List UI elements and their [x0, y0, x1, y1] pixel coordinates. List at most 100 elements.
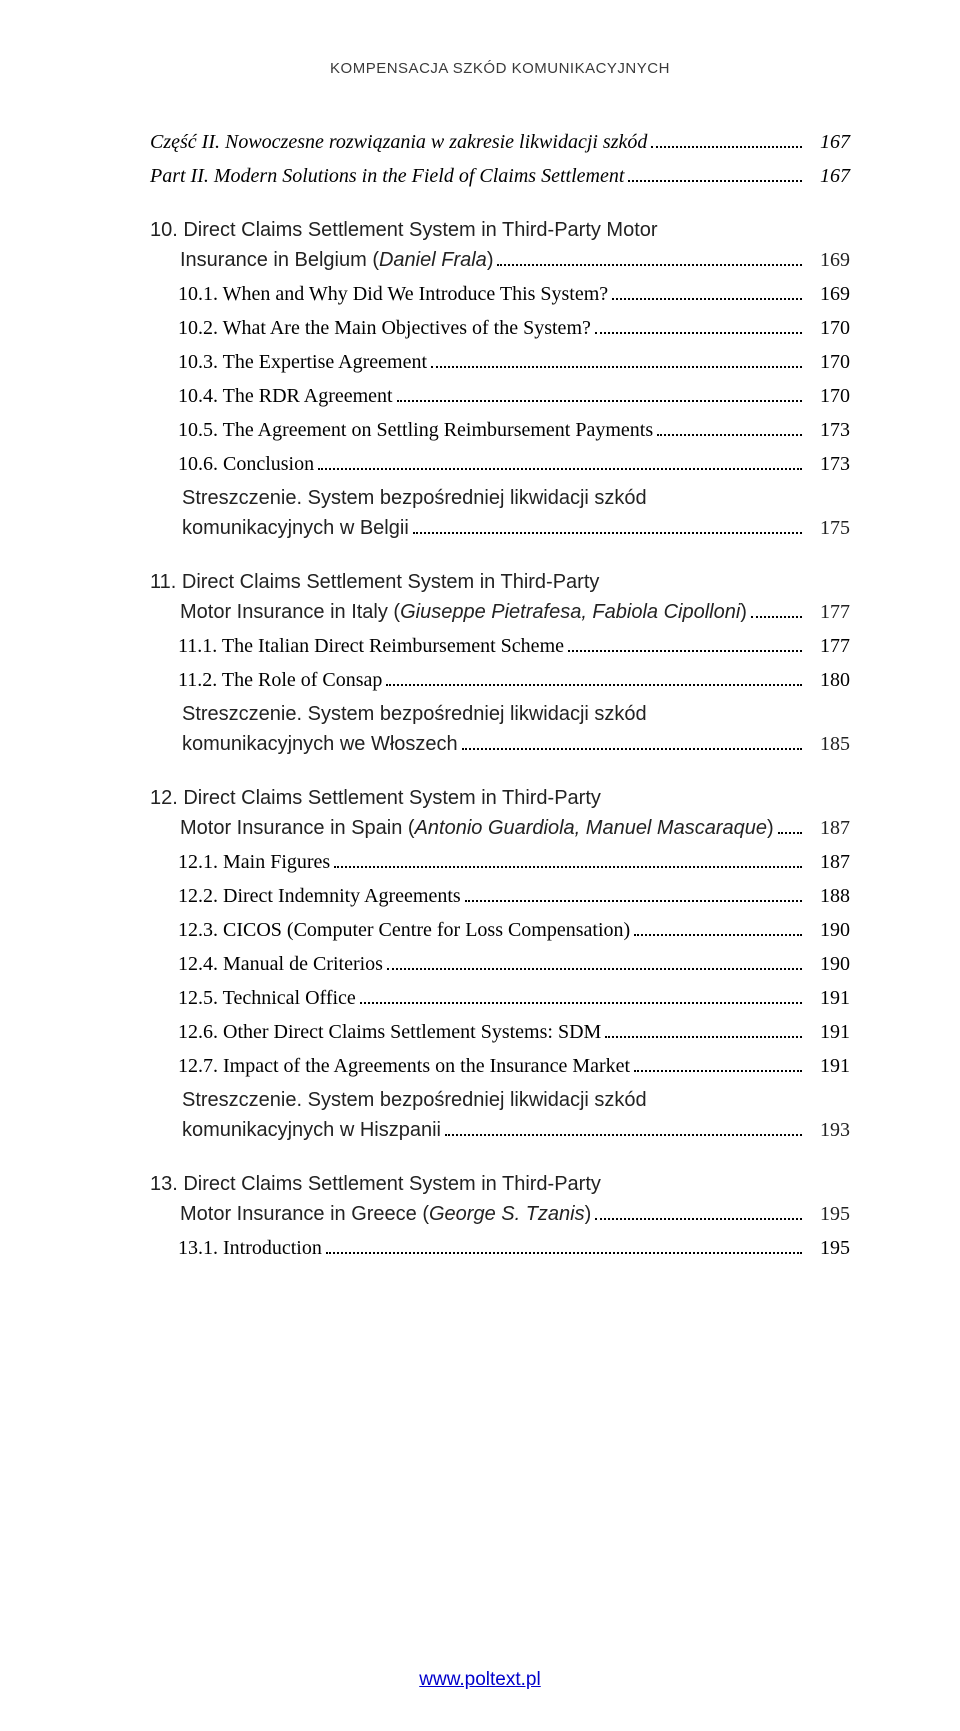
toc-sub-page: 191 [808, 1051, 850, 1081]
toc-sub-12-4: 12.4. Manual de Criterios 190 [150, 949, 850, 979]
toc-sub-page: 173 [808, 449, 850, 479]
toc-sub-label: 10.3. The Expertise Agreement [178, 347, 427, 377]
toc-sub-10-3: 10.3. The Expertise Agreement 170 [150, 347, 850, 377]
toc-sub-12-2: 12.2. Direct Indemnity Agreements188 [150, 881, 850, 911]
toc-sub-page: 190 [808, 949, 850, 979]
page: KOMPENSACJA SZKÓD KOMUNIKACYJNYCH Część … [0, 0, 960, 1731]
toc-sub-label: 10.2. What Are the Main Objectives of th… [178, 313, 591, 343]
part-title-pl-page: 167 [808, 127, 850, 157]
toc-sub-10-1: 10.1. When and Why Did We Introduce This… [150, 279, 850, 309]
chapter-10-authors: Daniel Frala [379, 249, 487, 271]
streszczenie-page: 185 [808, 729, 850, 759]
chapter-13-authors: George S. Tzanis [429, 1203, 585, 1225]
chapter-12-line2: Motor Insurance in Spain (Antonio Guardi… [150, 813, 850, 843]
streszczenie-11-line1: Streszczenie. System bezpośredniej likwi… [150, 699, 850, 729]
part-title-en-page: 167 [808, 161, 850, 191]
chapter-13-line1: 13. Direct Claims Settlement System in T… [150, 1169, 850, 1199]
chapter-12-line1: 12. Direct Claims Settlement System in T… [150, 783, 850, 813]
leader [628, 180, 802, 182]
toc-sub-page: 173 [808, 415, 850, 445]
toc-sub-12-5: 12.5. Technical Office191 [150, 983, 850, 1013]
leader [413, 532, 802, 534]
chapter-10-label-pre: Insurance in Belgium ( [180, 249, 379, 271]
chapter-11-line2: Motor Insurance in Italy (Giuseppe Pietr… [150, 597, 850, 627]
toc-sub-page: 169 [808, 279, 850, 309]
chapter-11-authors: Giuseppe Pietrafesa, Fabiola Cipolloni [400, 601, 740, 623]
streszczenie-label: komunikacyjnych we Włoszech [182, 729, 458, 759]
streszczenie-lead: Streszczenie. [182, 1089, 302, 1111]
leader [445, 1134, 802, 1136]
chapter-11-line1: 11. Direct Claims Settlement System in T… [150, 567, 850, 597]
toc-sub-11-1: 11.1. The Italian Direct Reimbursement S… [150, 631, 850, 661]
toc-sub-label: 12.7. Impact of the Agreements on the In… [178, 1051, 630, 1081]
chapter-13-label-pre: Motor Insurance in Greece ( [180, 1203, 429, 1225]
leader [634, 934, 802, 936]
toc-sub-10-2: 10.2. What Are the Main Objectives of th… [150, 313, 850, 343]
leader [497, 264, 802, 266]
leader [634, 1070, 802, 1072]
streszczenie-lead: Streszczenie. [182, 487, 302, 509]
chapter-10-label-post: ) [487, 249, 494, 271]
streszczenie-page: 193 [808, 1115, 850, 1145]
toc-sub-12-7: 12.7. Impact of the Agreements on the In… [150, 1051, 850, 1081]
part-title-en-label: Part II. Modern Solutions in the Field o… [150, 161, 624, 191]
toc-sub-label: 12.2. Direct Indemnity Agreements [178, 881, 461, 911]
chapter-13-line2: Motor Insurance in Greece (George S. Tza… [150, 1199, 850, 1229]
toc-sub-page: 180 [808, 665, 850, 695]
toc-sub-label: 10.5. The Agreement on Settling Reimburs… [178, 415, 653, 445]
leader [751, 616, 802, 618]
leader [318, 468, 802, 470]
toc-sub-10-6: 10.6. Conclusion 173 [150, 449, 850, 479]
streszczenie-page: 175 [808, 513, 850, 543]
toc-sub-page: 195 [808, 1233, 850, 1263]
chapter-12-page: 187 [808, 813, 850, 843]
chapter-10-line1: 10. Direct Claims Settlement System in T… [150, 215, 850, 245]
chapter-13-label: Motor Insurance in Greece (George S. Tza… [180, 1199, 591, 1229]
toc-sub-label: 11.2. The Role of Consap [178, 665, 382, 695]
part-title-pl: Część II. Nowoczesne rozwiązania w zakre… [150, 127, 850, 157]
chapter-10-label: Insurance in Belgium (Daniel Frala) [180, 245, 493, 275]
leader [462, 748, 802, 750]
leader [657, 434, 802, 436]
chapter-11-label-post: ) [740, 601, 747, 623]
toc-sub-label: 11.1. The Italian Direct Reimbursement S… [178, 631, 564, 661]
toc-sub-12-6: 12.6. Other Direct Claims Settlement Sys… [150, 1017, 850, 1047]
toc-sub-10-5: 10.5. The Agreement on Settling Reimburs… [150, 415, 850, 445]
running-header: KOMPENSACJA SZKÓD KOMUNIKACYJNYCH [150, 60, 850, 77]
leader [465, 900, 802, 902]
leader [778, 832, 802, 834]
toc-sub-label: 12.3. CICOS (Computer Centre for Loss Co… [178, 915, 630, 945]
leader [595, 1218, 802, 1220]
chapter-13-page: 195 [808, 1199, 850, 1229]
chapter-10-line2: Insurance in Belgium (Daniel Frala) 169 [150, 245, 850, 275]
streszczenie-rest: System bezpośredniej likwidacji szkód [302, 487, 647, 509]
toc-sub-page: 191 [808, 1017, 850, 1047]
leader [386, 684, 802, 686]
streszczenie-11-line2: komunikacyjnych we Włoszech 185 [150, 729, 850, 759]
footer-link[interactable]: www.poltext.pl [0, 1669, 960, 1691]
streszczenie-10-line1: Streszczenie. System bezpośredniej likwi… [150, 483, 850, 513]
streszczenie-lead: Streszczenie. [182, 703, 302, 725]
chapter-12-authors: Antonio Guardiola, Manuel Mascaraque [415, 817, 767, 839]
toc-sub-page: 170 [808, 347, 850, 377]
leader [605, 1036, 802, 1038]
part-title-en: Part II. Modern Solutions in the Field o… [150, 161, 850, 191]
toc-sub-12-3: 12.3. CICOS (Computer Centre for Loss Co… [150, 915, 850, 945]
toc-sub-page: 170 [808, 381, 850, 411]
streszczenie-12-line1: Streszczenie. System bezpośredniej likwi… [150, 1085, 850, 1115]
toc-sub-label: 10.6. Conclusion [178, 449, 314, 479]
streszczenie-10-line2: komunikacyjnych w Belgii 175 [150, 513, 850, 543]
chapter-10-page: 169 [808, 245, 850, 275]
toc-sub-label: 12.1. Main Figures [178, 847, 330, 877]
streszczenie-label: komunikacyjnych w Belgii [182, 513, 409, 543]
chapter-11-label: Motor Insurance in Italy (Giuseppe Pietr… [180, 597, 747, 627]
toc-sub-page: 170 [808, 313, 850, 343]
leader [360, 1002, 802, 1004]
leader [334, 866, 802, 868]
toc-sub-label: 10.4. The RDR Agreement [178, 381, 393, 411]
chapter-11-page: 177 [808, 597, 850, 627]
streszczenie-rest: System bezpośredniej likwidacji szkód [302, 1089, 647, 1111]
toc-sub-label: 12.6. Other Direct Claims Settlement Sys… [178, 1017, 601, 1047]
toc-sub-label: 12.4. Manual de Criterios [178, 949, 383, 979]
toc-sub-page: 191 [808, 983, 850, 1013]
